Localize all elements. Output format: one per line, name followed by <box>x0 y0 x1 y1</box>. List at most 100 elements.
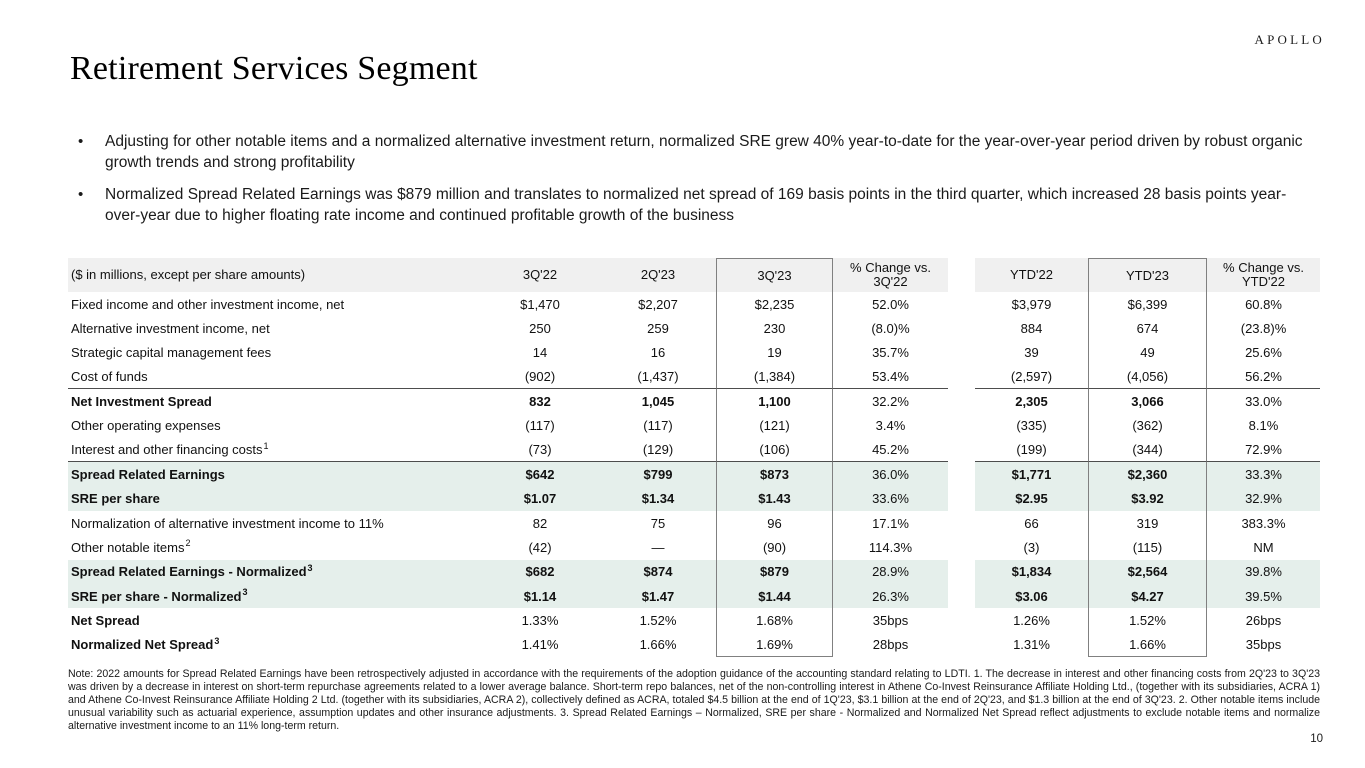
table-cell: 1.31% <box>1013 637 1050 653</box>
table-cell: $2,235 <box>716 292 833 317</box>
page-title: Retirement Services Segment <box>70 50 478 87</box>
table-cell: (117) <box>643 418 673 434</box>
table-cell: 832 <box>529 393 551 409</box>
table-cell: (42) <box>528 539 552 555</box>
financial-table: ($ in millions, except per share amounts… <box>68 258 1320 657</box>
row-label: Net Investment Spread <box>71 393 212 409</box>
table-body: Fixed income and other investment income… <box>68 292 1320 657</box>
table-cell: 82 <box>532 515 548 531</box>
table-cell: (115) <box>1088 535 1207 560</box>
table-cell: $3,979 <box>1011 296 1052 312</box>
table-cell: 1.26% <box>1013 612 1050 628</box>
table-cell: (106) <box>716 437 833 463</box>
table-cell: 35.7% <box>872 345 909 361</box>
column-gap <box>948 535 975 559</box>
table-cell: 33.0% <box>1245 393 1282 409</box>
table-cell: $3.06 <box>975 583 1088 609</box>
bullet-item: • Normalized Spread Related Earnings was… <box>78 184 1316 226</box>
table-cell: (8.0)% <box>871 320 910 336</box>
table-cell: 230 <box>716 316 833 341</box>
table-cell: $1.47 <box>600 583 716 609</box>
table-cell: $2,564 <box>1088 559 1207 584</box>
table-cell: $2,360 <box>1088 462 1207 487</box>
table-row: Net Investment Spread 832 1,045 1,100 32.2% 2… <box>68 389 1320 414</box>
table-cell: 383.3% <box>1241 515 1286 531</box>
table-cell: $1.44 <box>716 583 833 609</box>
column-header-2q23: 2Q'23 <box>600 258 716 292</box>
table-cell: 1.52% <box>639 612 677 628</box>
table-cell: 72.9% <box>1207 438 1320 463</box>
table-header-row: ($ in millions, except per share amounts… <box>68 258 1320 292</box>
table-cell: (1,384) <box>716 364 833 390</box>
table-cell: $1,834 <box>975 559 1088 584</box>
table-cell: 14 <box>532 345 548 361</box>
table-cell: 26bps <box>1245 612 1282 628</box>
table-cell: (344) <box>1088 437 1207 463</box>
table-cell: $4.27 <box>1088 583 1207 609</box>
row-label: Normalization of alternative investment … <box>71 515 384 531</box>
table-cell: 28.9% <box>833 559 948 584</box>
table-cell: $873 <box>716 462 833 487</box>
table-cell: 114.3% <box>868 539 913 555</box>
table-cell: 1,100 <box>716 389 833 414</box>
table-cell: (4,056) <box>1088 364 1207 390</box>
table-cell: $2,207 <box>638 296 678 312</box>
table-row: Interest and other financing costs 1 (73)(… <box>68 437 1320 463</box>
row-label: SRE per share - Normalized 3 <box>68 583 480 609</box>
table-row: Cost of funds (902) (1,437) (1,384) 53.4% (2,… <box>68 364 1320 390</box>
table-cell: (1,437) <box>600 365 716 390</box>
table-cell: (902) <box>480 365 600 390</box>
table-cell: 16 <box>650 345 666 361</box>
column-gap <box>948 414 975 438</box>
table-cell: $879 <box>716 559 833 584</box>
table-row: Fixed income and other investment income… <box>68 292 1320 317</box>
table-cell: 28bps <box>872 637 909 653</box>
row-label: Interest and other financing costs 1 <box>68 438 480 463</box>
table-cell: 96 <box>716 510 833 536</box>
table-cell: 259 <box>647 320 669 336</box>
column-header-change-vs-3q22: % Change vs. 3Q'22 <box>833 258 948 292</box>
table-cell: (2,597) <box>975 365 1088 390</box>
column-gap <box>948 511 975 535</box>
table-cell: $682 <box>480 559 600 584</box>
table-cell: 319 <box>1088 510 1207 536</box>
table-row: Alternative investment income, net 250 259… <box>68 316 1320 341</box>
table-cell: $874 <box>600 559 716 584</box>
table-cell: $642 <box>480 462 600 487</box>
table-cell: 35bps <box>872 612 909 628</box>
row-label: Spread Related Earnings - Normalized 3 <box>68 559 480 584</box>
table-cell: $1.43 <box>716 486 833 511</box>
apollo-logo: APOLLO <box>1254 32 1325 47</box>
table-cell: 39 <box>1024 345 1039 361</box>
table-row: SRE per share - Normalized 3 $1.14 $1.47 $1.… <box>68 583 1320 609</box>
table-cell: 66 <box>1024 515 1039 531</box>
table-cell: 33.6% <box>833 486 948 511</box>
table-cell: 884 <box>1020 320 1043 336</box>
row-label: Net Spread <box>71 612 140 628</box>
table-cell: 1.41% <box>521 637 559 653</box>
table-cell: 3.4% <box>875 418 906 434</box>
table-cell: 1.52% <box>1088 608 1207 633</box>
column-gap <box>948 584 975 608</box>
bullet-text: Normalized Spread Related Earnings was $… <box>105 186 1287 224</box>
table-cell: 17.1% <box>872 515 909 531</box>
table-cell: 35bps <box>1245 637 1282 653</box>
table-caption: ($ in millions, except per share amounts… <box>68 258 480 292</box>
column-gap <box>948 341 975 365</box>
footnote: Note: 2022 amounts for Spread Related Ea… <box>68 668 1320 732</box>
table-cell: 1.33% <box>521 612 559 628</box>
table-cell: 32.2% <box>872 393 909 409</box>
row-label: Cost of funds <box>68 365 480 390</box>
column-gap <box>948 487 975 511</box>
table-cell: NM <box>1253 539 1274 555</box>
table-cell: $1.14 <box>480 583 600 609</box>
table-cell: $1.07 <box>480 486 600 511</box>
page-number: 10 <box>1310 733 1323 745</box>
table-cell: 1.69% <box>716 632 833 657</box>
row-label: Fixed income and other investment income… <box>71 296 345 312</box>
bullet-text: Adjusting for other notable items and a … <box>105 133 1303 171</box>
table-cell: (199) <box>975 438 1088 463</box>
table-cell: 674 <box>1088 316 1207 341</box>
table-cell: 1,045 <box>641 393 675 409</box>
bullet-marker: • <box>78 133 84 150</box>
